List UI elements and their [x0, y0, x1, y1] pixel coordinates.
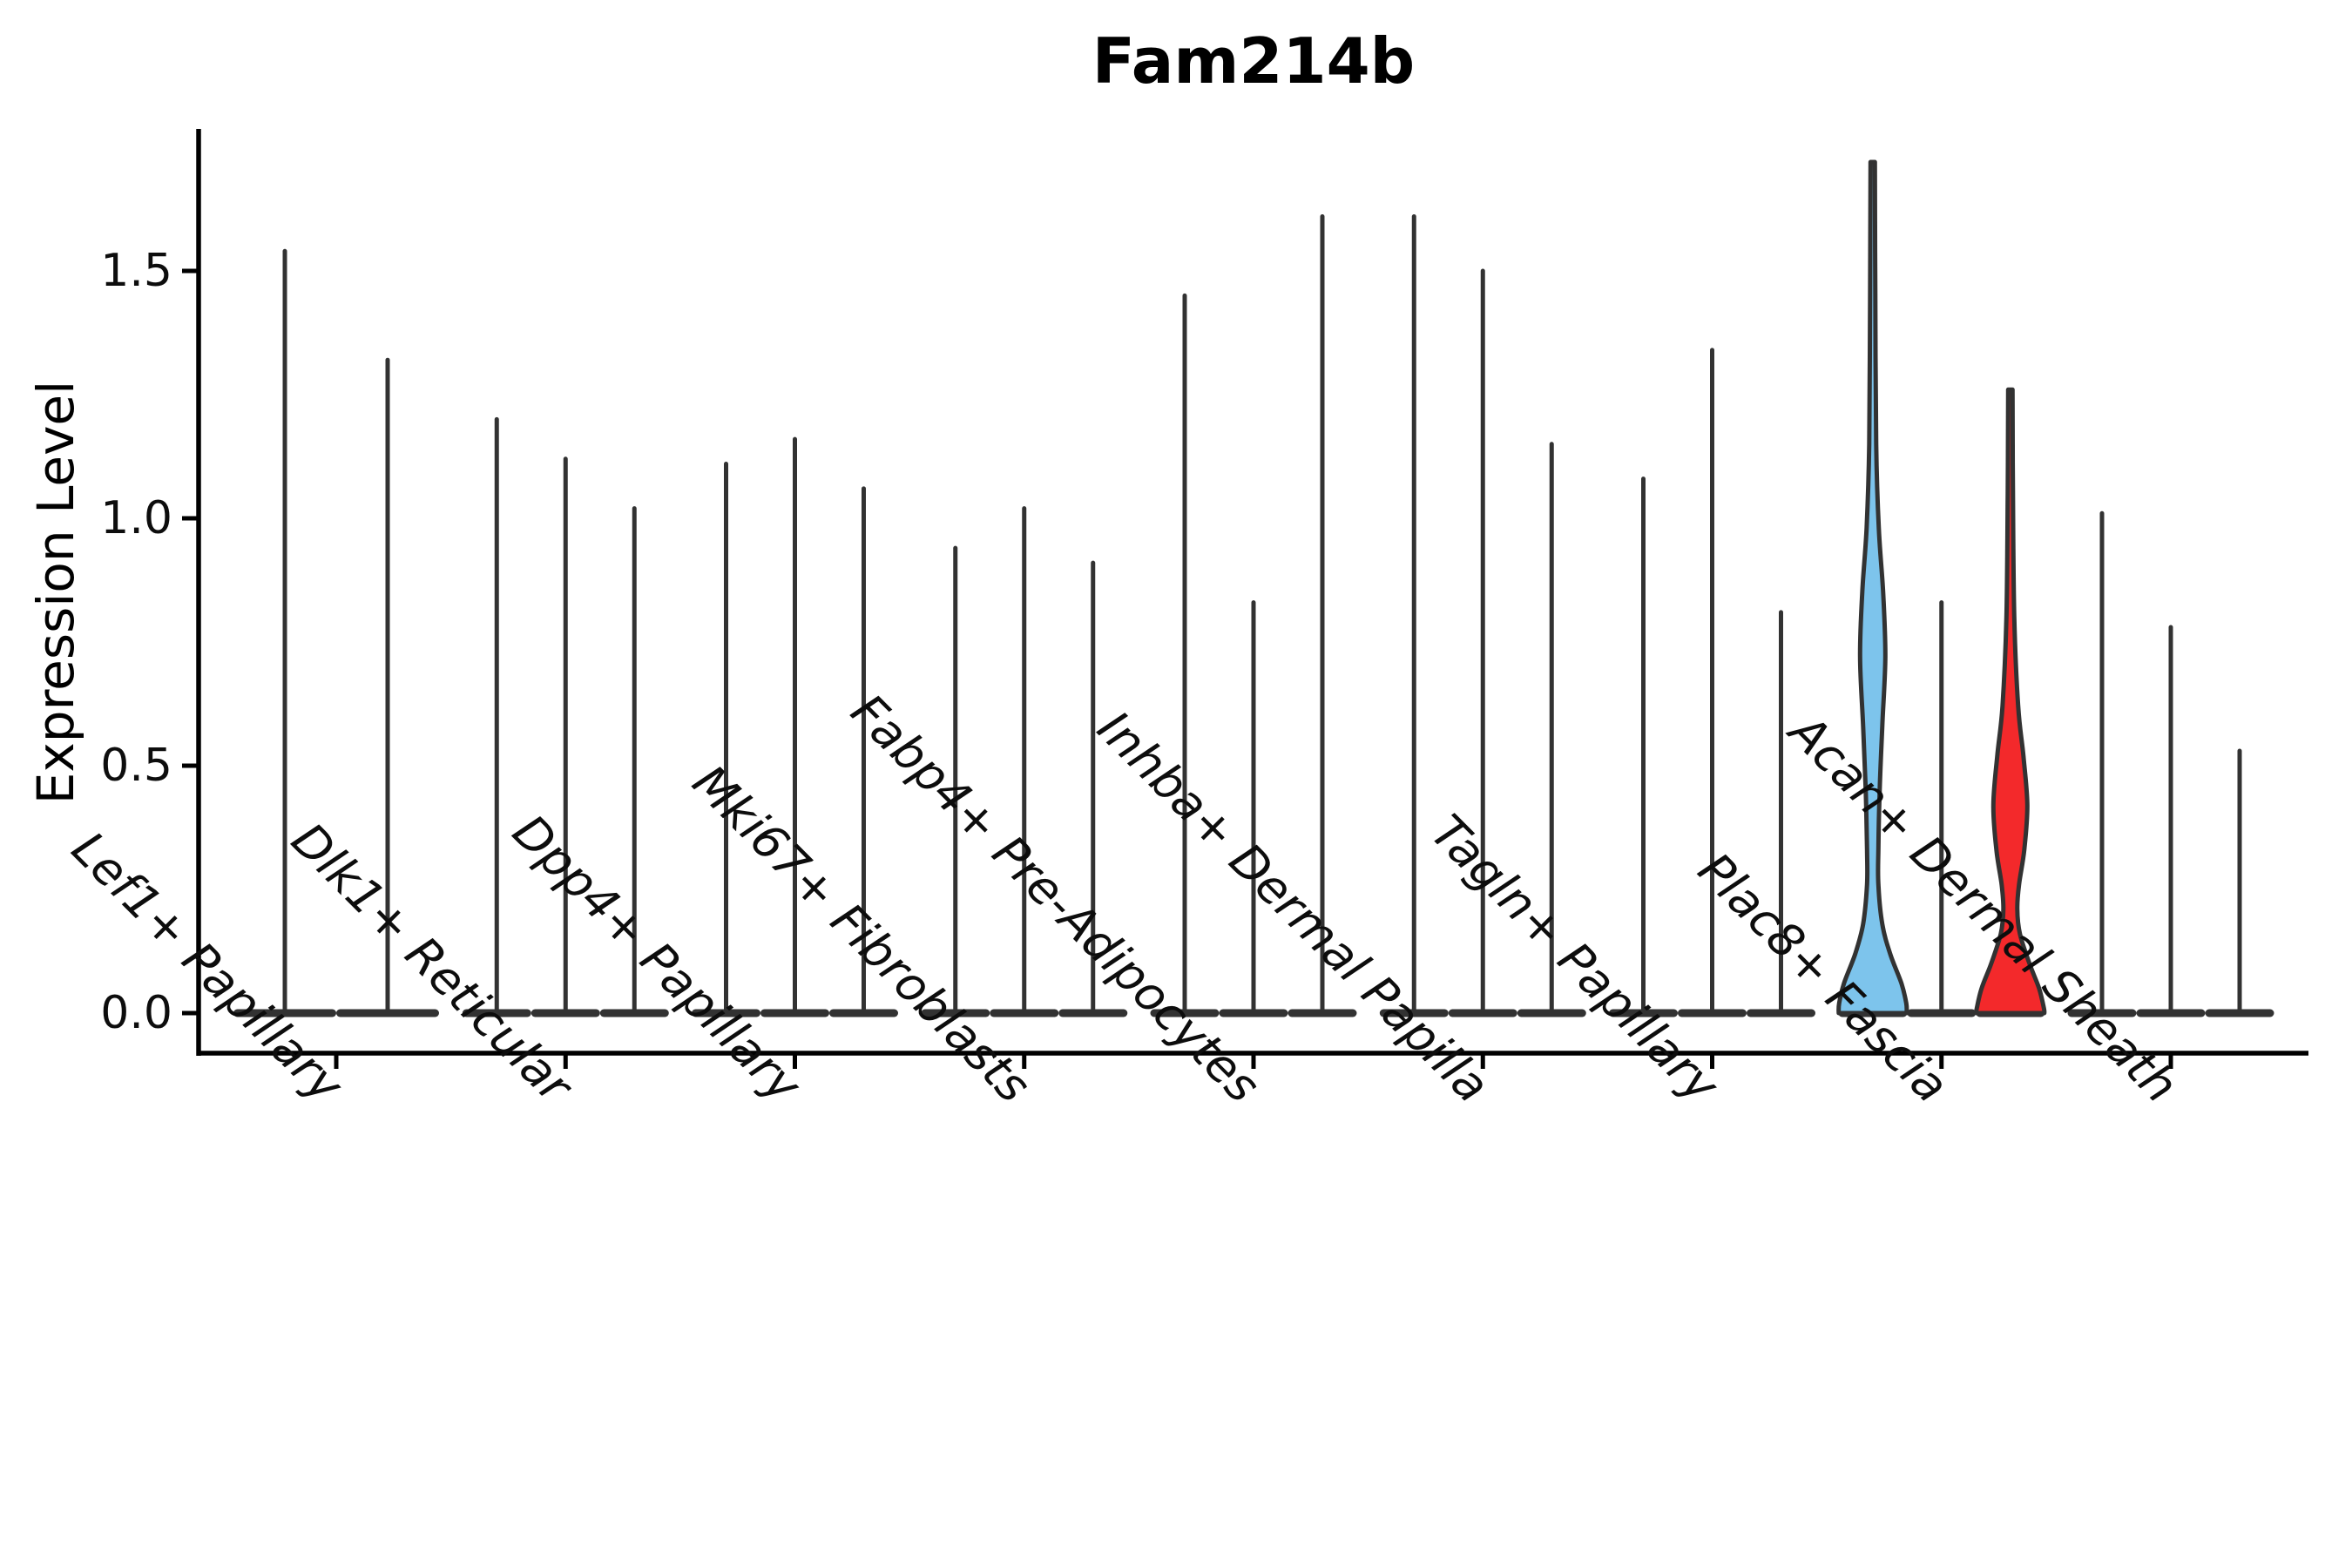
y-tick-label: 0.5 [100, 740, 172, 792]
violin-group-5 [1150, 214, 1357, 1017]
violin-group-4 [921, 506, 1128, 1017]
violin-group-6 [1379, 214, 1586, 1017]
violin-group-1 [233, 248, 439, 1017]
chart-title: Fam214b [1092, 24, 1416, 98]
violin-group-7 [1609, 348, 1815, 1017]
violin-group-8 [1836, 159, 2047, 1017]
violin-group-9 [2067, 510, 2274, 1017]
y-axis-label: Expression Level [26, 380, 85, 805]
violin-filled [1836, 159, 1909, 1016]
violin-group-3 [692, 436, 898, 1017]
y-tick-label: 0.0 [100, 987, 172, 1039]
y-tick-label: 1.0 [100, 492, 172, 544]
violin-group-2 [462, 416, 669, 1017]
y-tick-label: 1.5 [100, 245, 172, 297]
violin-filled [1974, 387, 2047, 1016]
